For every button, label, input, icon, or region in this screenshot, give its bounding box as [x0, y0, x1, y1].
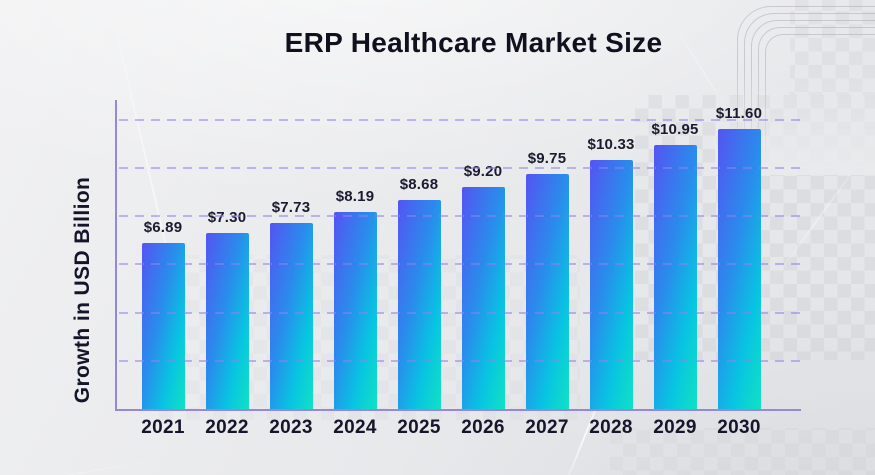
gridline-10 [119, 166, 801, 169]
bar-value-label-2021: $6.89 [143, 218, 183, 236]
x-tick-2025: 2025 [397, 417, 441, 438]
bar-value-label-2022: $7.30 [207, 209, 247, 227]
bar-2030 [717, 129, 761, 409]
bar-group-2025: $8.68 [387, 176, 451, 409]
bar-value-label-2028: $10.33 [587, 135, 635, 153]
bar-value-label-2025: $8.68 [399, 175, 439, 193]
x-tick-2022: 2022 [205, 417, 249, 438]
bar-value-label-2027: $9.75 [527, 149, 567, 167]
bar-group-2030: $11.60 [707, 105, 771, 409]
bar-2028 [589, 159, 633, 409]
x-tick-2030: 2030 [717, 417, 761, 438]
gridline-8 [119, 215, 801, 218]
bar-2022 [205, 233, 249, 409]
x-tick-2024: 2024 [333, 417, 377, 438]
chart-title: ERP Healthcare Market Size [284, 27, 663, 58]
bar-group-2024: $8.19 [323, 188, 387, 409]
bar-value-label-2029: $10.95 [651, 121, 699, 139]
bar-2024 [333, 211, 377, 409]
x-axis-labels: 2021 2022 2023 2024 2025 2026 2027 2028 2029 2030 [117, 417, 801, 439]
x-tick-2029: 2029 [653, 417, 697, 438]
gridline-2 [119, 359, 801, 362]
x-tick-2026: 2026 [461, 417, 505, 438]
bar-2023 [269, 222, 313, 409]
bar-group-2026: $9.20 [451, 163, 515, 409]
bars-container: $6.89 $7.30 $7.73 $8.19 $8.68 $9.20 $9.75 $10.3… [117, 100, 801, 409]
x-tick-2028: 2028 [589, 417, 633, 438]
bar-group-2022: $7.30 [195, 209, 259, 409]
bar-group-2029: $10.95 [643, 121, 707, 409]
gridline-12 [119, 118, 801, 121]
y-axis-title: Growth in USD Billion [71, 176, 94, 404]
bar-2027 [525, 173, 569, 409]
bar-2029 [653, 145, 697, 409]
x-tick-2023: 2023 [269, 417, 313, 438]
bar-group-2023: $7.73 [259, 199, 323, 409]
bar-2021 [141, 242, 185, 409]
bar-value-label-2026: $9.20 [463, 163, 503, 181]
bar-value-label-2024: $8.19 [335, 187, 375, 205]
gridline-6 [119, 263, 801, 266]
bar-value-label-2023: $7.73 [271, 198, 311, 216]
bar-group-2021: $6.89 [131, 219, 195, 409]
x-tick-2021: 2021 [141, 417, 185, 438]
bar-group-2027: $9.75 [515, 150, 579, 409]
plot-area: $6.89 $7.30 $7.73 $8.19 $8.68 $9.20 $9.75 $10.3… [115, 100, 801, 438]
bar-2025 [397, 199, 441, 409]
bar-2026 [461, 187, 505, 409]
bar-group-2028: $10.33 [579, 136, 643, 409]
network-line-decoration [0, 453, 189, 475]
gridline-4 [119, 311, 801, 314]
x-tick-2027: 2027 [525, 417, 569, 438]
